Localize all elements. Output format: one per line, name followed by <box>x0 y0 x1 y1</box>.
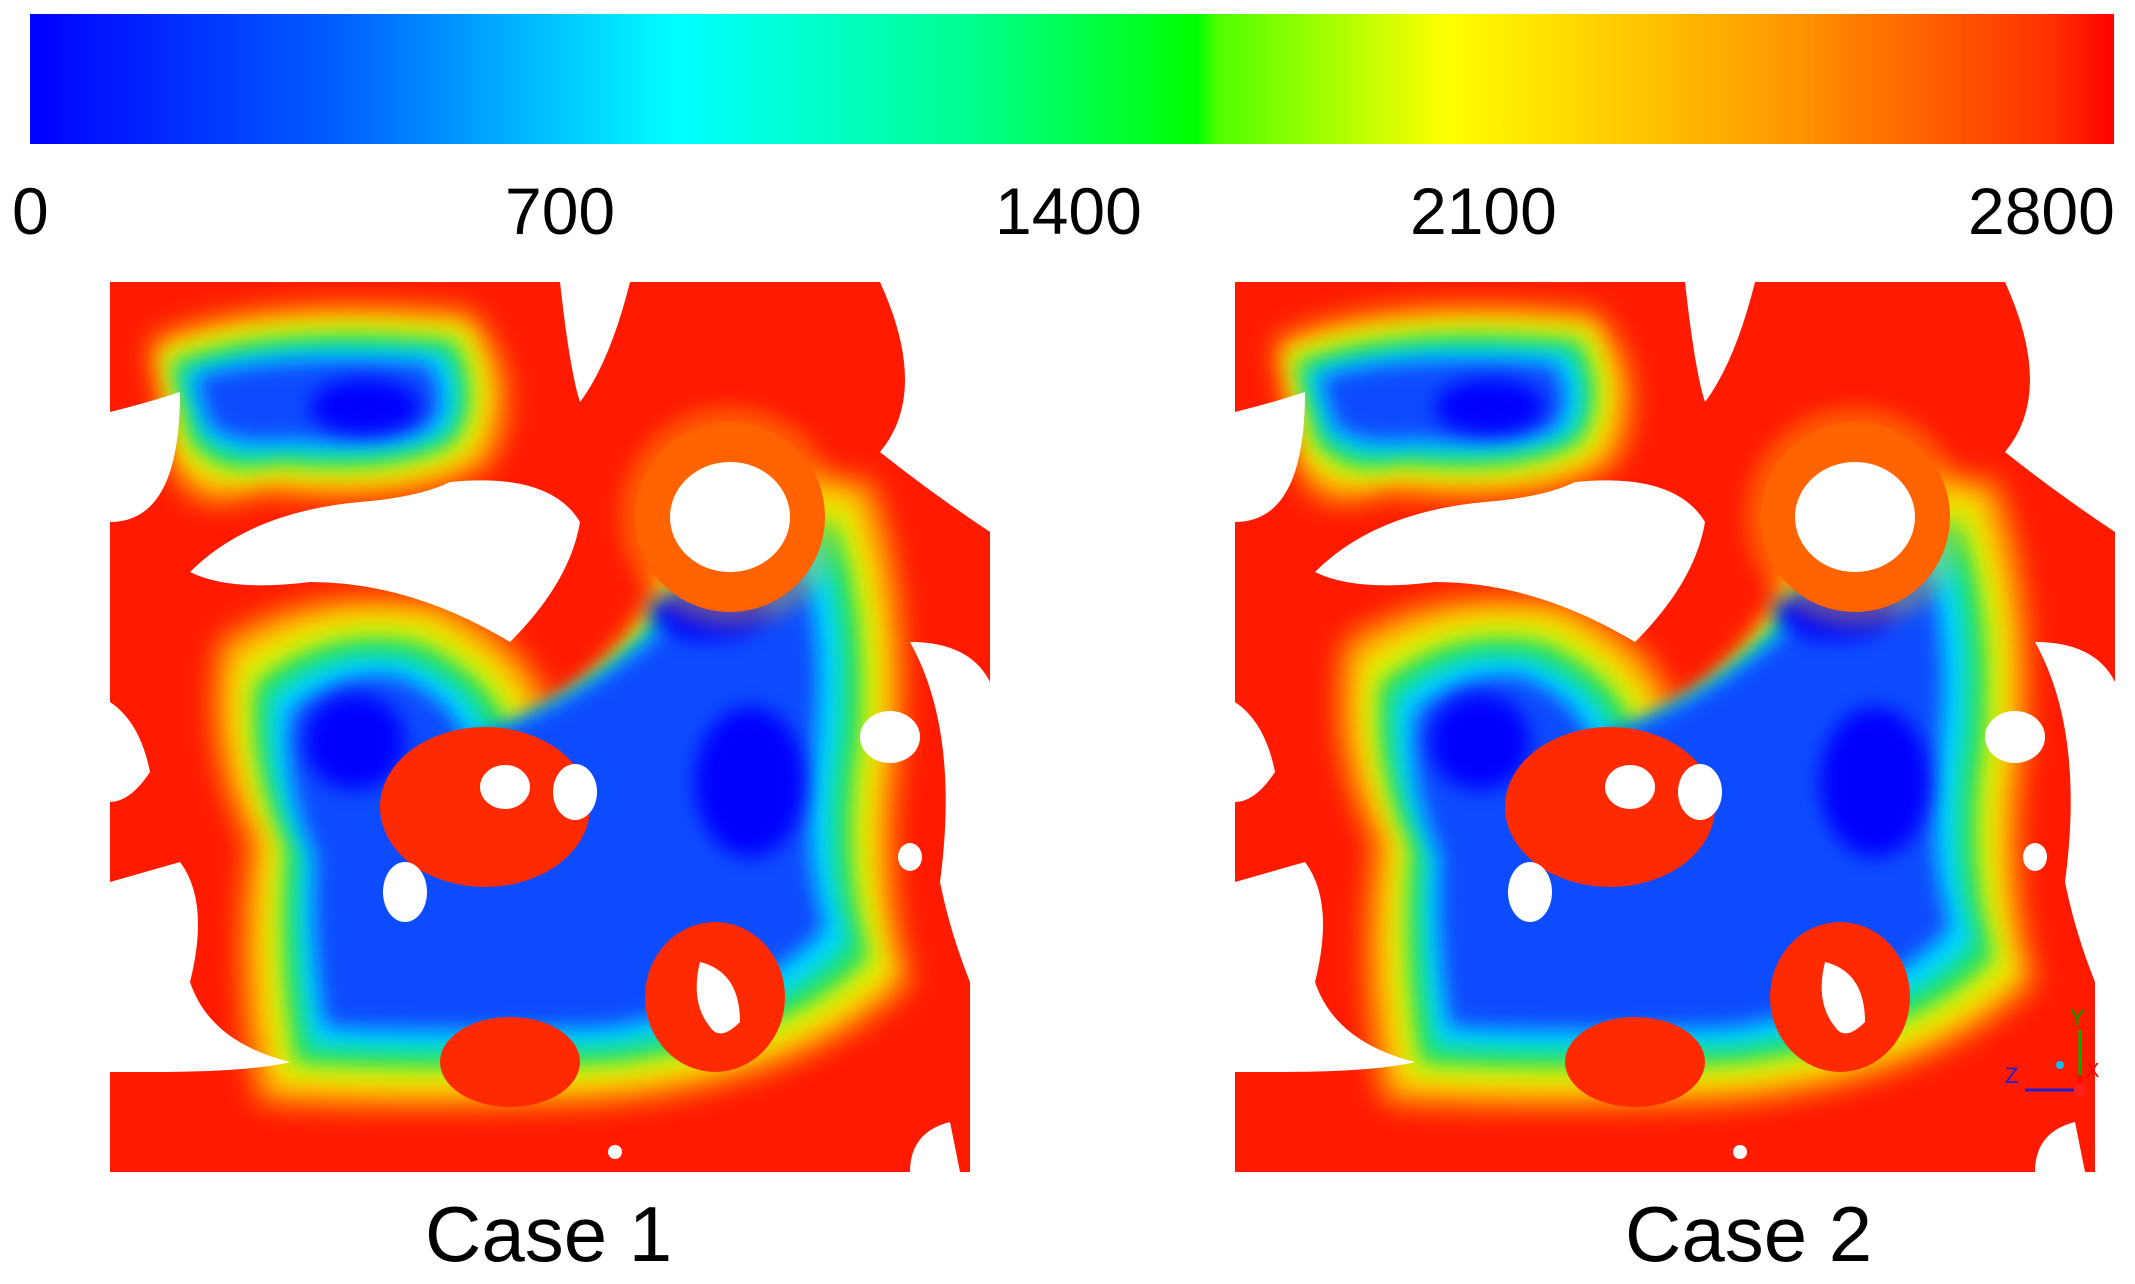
case-2-label: Case 2 <box>1625 1190 1873 1278</box>
triad-z-label: Z <box>2005 1063 2018 1088</box>
case-1-label: Case 1 <box>425 1190 673 1278</box>
colorbar-tick-700: 700 <box>505 174 616 248</box>
axis-triad-icon: Y Z X <box>2000 1005 2110 1115</box>
colorbar-tick-2800: 2800 <box>1968 174 2115 248</box>
triad-y-label: Y <box>2070 1005 2085 1030</box>
colorbar-tick-2100: 2100 <box>1410 174 1557 248</box>
colorbar-tick-0: 0 <box>12 174 49 248</box>
color-scale-bar <box>30 14 2114 144</box>
triad-x-label: X <box>2086 1060 2099 1082</box>
contour-plot-case-1 <box>110 282 990 1172</box>
colorbar-tick-1400: 1400 <box>995 174 1142 248</box>
contour-plot-case-2 <box>1235 282 2115 1172</box>
